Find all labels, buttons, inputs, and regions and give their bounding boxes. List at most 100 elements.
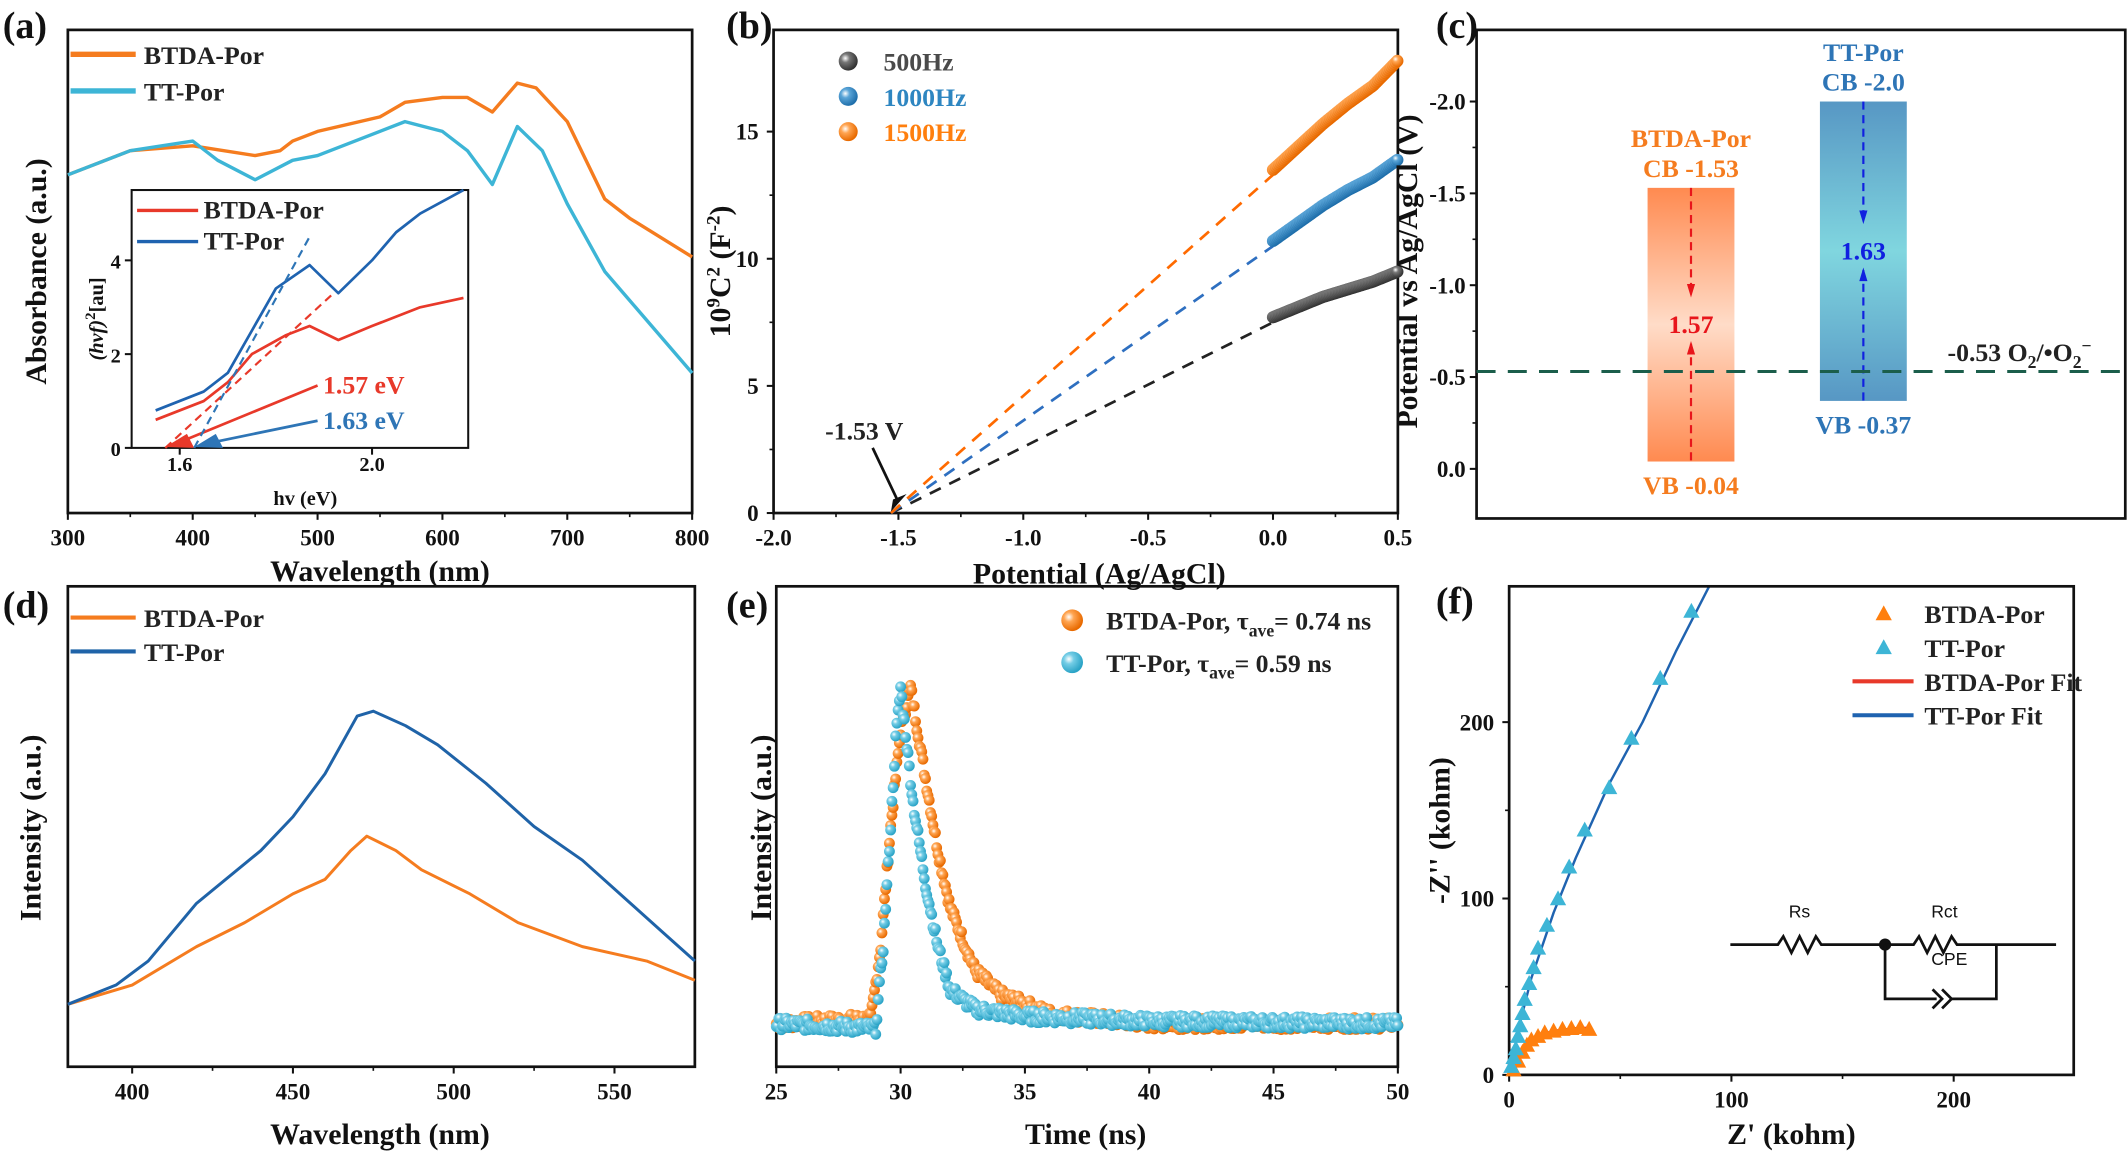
cb-label: CB -2.0 xyxy=(1822,68,1905,97)
data-point-tt-por xyxy=(880,903,892,915)
data-point-btda-por xyxy=(892,747,904,759)
legend-label-part: TT-Por, τ xyxy=(1106,649,1209,678)
legend-label-1000hz: 1000Hz xyxy=(884,83,967,112)
x-tick-label: 0.5 xyxy=(1383,525,1412,551)
data-point-tt-por xyxy=(888,760,900,772)
fit-line-tt-por-fit xyxy=(1507,585,1711,1076)
data-point-tt-por xyxy=(1601,779,1618,795)
inset-y-label-base: (hνf) xyxy=(86,320,108,361)
data-point-tt-por xyxy=(874,976,885,988)
band-name-label: BTDA-Por xyxy=(1631,124,1751,153)
x-tick-label: 0.0 xyxy=(1259,525,1288,551)
data-point-tt-por xyxy=(885,824,897,836)
x-tick-label: 2.0 xyxy=(359,454,384,476)
arrowhead-icon xyxy=(165,433,195,448)
band-name-label: TT-Por xyxy=(1823,38,1904,67)
data-point-tt-por xyxy=(870,1028,882,1040)
inset-legend-label-tt-por: TT-Por xyxy=(204,227,285,256)
data-point-tt-por xyxy=(1529,939,1547,955)
arrow-up-icon xyxy=(1859,267,1868,282)
y-tick-label: -1.0 xyxy=(1429,272,1466,298)
data-point-btda-por xyxy=(869,984,880,996)
panel-e-x-axis-label: Time (ns) xyxy=(1025,1118,1146,1151)
x-tick-label: -2.0 xyxy=(755,525,792,551)
data-point-btda-por xyxy=(883,837,895,849)
annotation-arrow xyxy=(871,447,900,503)
x-tick-label: 100 xyxy=(1714,1086,1749,1112)
data-point-tt-por xyxy=(890,730,902,742)
y-tick-label: 0 xyxy=(747,500,759,526)
data-point-btda-por xyxy=(879,893,890,905)
data-point-tt-por xyxy=(918,873,930,884)
x-tick-label: -0.5 xyxy=(1130,525,1167,551)
x-tick-label: 25 xyxy=(765,1078,788,1104)
data-point-btda-por xyxy=(934,855,946,867)
b-ylabel-p1: 9 xyxy=(703,298,724,308)
data-point-tt-por xyxy=(926,908,938,920)
ref-p1: 2 xyxy=(2028,352,2037,372)
data-point-tt-por xyxy=(896,691,908,703)
data-point-btda-por xyxy=(876,927,888,939)
data-point-tt-por xyxy=(1503,1057,1520,1073)
inset-series-line-tt-por xyxy=(155,188,465,412)
series-line-btda-por xyxy=(67,834,696,1006)
data-point-tt-por xyxy=(900,731,912,743)
data-point-tt-por xyxy=(1683,602,1700,618)
inset-legend-label-btda-por: BTDA-Por xyxy=(204,196,324,225)
data-point-tt-por xyxy=(1525,959,1542,975)
data-point-500hz xyxy=(1391,265,1404,278)
data-point-tt-por xyxy=(929,923,941,935)
arrowhead-icon xyxy=(194,433,223,448)
x-tick-label: 0 xyxy=(1503,1086,1515,1112)
band-gap-arrow xyxy=(174,384,319,446)
legend-label-tt-por-fit: TT-Por Fit xyxy=(1924,702,2043,731)
legend-label-tt-por: TT-Por xyxy=(1924,634,2005,663)
data-point-tt-por xyxy=(887,782,899,794)
data-point-tt-por xyxy=(903,760,915,772)
y-tick-label: -0.5 xyxy=(1429,364,1466,390)
x-tick-label: 200 xyxy=(1936,1086,1971,1112)
series-line-tt-por xyxy=(67,119,694,375)
b-ylabel-p4: (F xyxy=(704,231,737,267)
y-tick-label: 15 xyxy=(736,119,759,145)
legend-marker-1000hz xyxy=(838,86,858,106)
data-point-tt-por xyxy=(1392,1020,1404,1031)
legend-label-subscript: ave xyxy=(1249,621,1275,641)
panel-d-photoluminescence-chart: 400 450 500 550 BTDA-Por TT-Por xyxy=(66,584,697,1104)
vb-label: VB -0.37 xyxy=(1815,410,1911,439)
y-tick-label: 100 xyxy=(1460,886,1495,912)
data-point-tt-por xyxy=(1521,975,1538,990)
panel-label-c: (c) xyxy=(1436,5,1478,47)
data-point-tt-por xyxy=(1361,1012,1373,1023)
panel-d-x-axis-label: Wavelength (nm) xyxy=(270,1118,490,1151)
x-tick-label: 300 xyxy=(51,525,86,551)
data-point-tt-por xyxy=(882,856,894,867)
data-point-tt-por xyxy=(1576,821,1593,837)
series-line-tt-por xyxy=(67,709,696,1006)
panel-label-b: (b) xyxy=(726,5,772,47)
data-point-btda-por xyxy=(929,827,941,839)
x-tick-label: 500 xyxy=(300,525,335,551)
legend-label-1500hz: 1500Hz xyxy=(884,118,967,147)
data-point-tt-por xyxy=(1538,916,1556,932)
x-tick-label: -1.5 xyxy=(880,525,917,551)
y-tick-label: 5 xyxy=(747,373,759,399)
panel-f-y-axis-label: -Z'' (kohm) xyxy=(1423,757,1456,904)
data-point-btda-por xyxy=(926,810,938,822)
legend-label-tt-por: TT-Por xyxy=(144,638,225,667)
circuit-label-rct: Rct xyxy=(1931,901,1958,921)
y-tick-label: 2 xyxy=(111,345,121,367)
data-point-tt-por xyxy=(917,864,929,876)
legend-label-btda-por: BTDA-Por xyxy=(1924,600,2044,629)
legend-label-tt-por: TT-Por, τave= 0.59 ns xyxy=(1106,649,1332,683)
circuit-label-rs: Rs xyxy=(1789,901,1811,921)
data-point-tt-por xyxy=(1623,729,1640,745)
data-point-tt-por xyxy=(1507,1040,1524,1056)
panel-label-f: (f) xyxy=(1436,580,1474,622)
x-tick-label: 35 xyxy=(1013,1078,1036,1104)
plot-frame xyxy=(1475,28,2127,520)
panel-c-y-axis-label: Potential vs Ag/AgCl (V) xyxy=(1391,114,1424,428)
data-point-tt-por xyxy=(898,713,910,725)
band-gap-label: 1.57 eV xyxy=(323,371,405,400)
